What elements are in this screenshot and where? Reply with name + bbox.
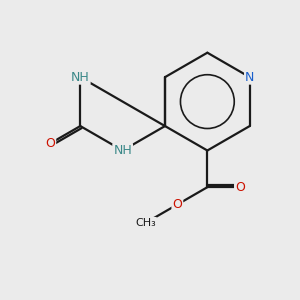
Text: NH: NH	[71, 71, 90, 84]
Text: NH: NH	[113, 144, 132, 157]
Text: O: O	[172, 198, 182, 211]
Text: N: N	[245, 71, 254, 84]
Text: O: O	[45, 137, 55, 150]
Text: CH₃: CH₃	[135, 218, 156, 228]
Text: O: O	[235, 181, 245, 194]
